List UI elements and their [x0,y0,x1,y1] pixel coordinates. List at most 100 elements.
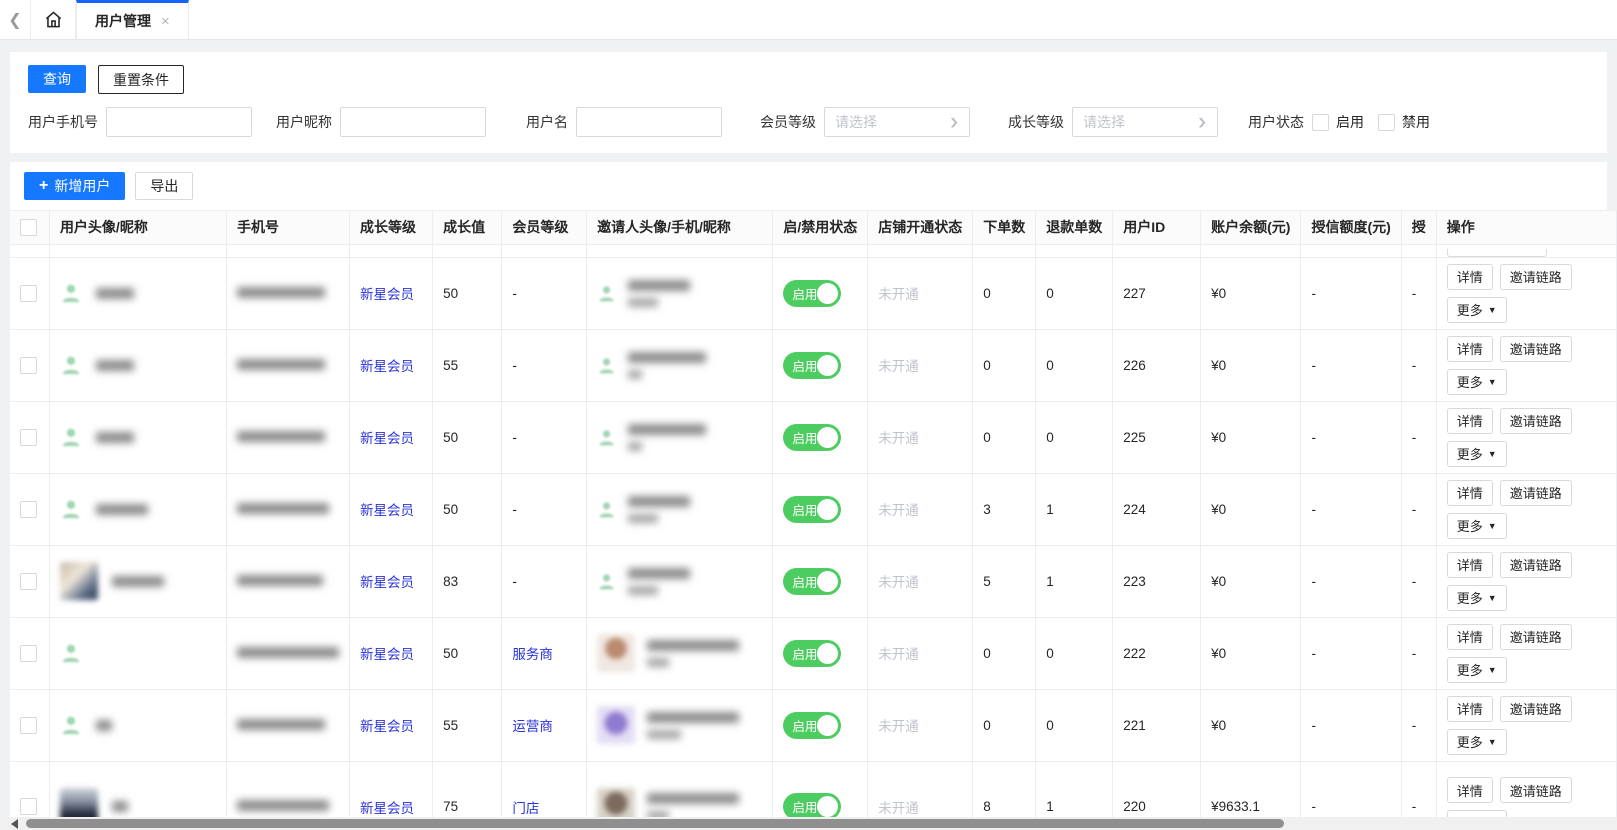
detail-button[interactable]: 详情 [1446,695,1493,722]
user-avatar-photo [59,562,98,600]
growth-level-link[interactable]: 新星会员 [359,287,414,302]
detail-button[interactable]: 详情 [1446,263,1493,290]
status-option-0[interactable]: 启用 [1312,112,1364,132]
growth-level-link[interactable]: 新星会员 [359,431,414,446]
more-button[interactable]: 更多 ▼ [1446,368,1507,395]
tabs-scroll-left-icon[interactable]: ❮ [8,11,22,29]
row-checkbox[interactable] [20,716,37,734]
detail-button[interactable]: 详情 [1446,551,1493,578]
growth-value-cell: 83 [432,545,503,618]
tab-user-management[interactable]: 用户管理 × [76,0,189,39]
enable-toggle[interactable]: 启用 [783,351,842,379]
default-user-avatar-icon [62,284,80,303]
export-button[interactable]: 导出 [135,172,194,200]
user-status-label: 用户状态 [1248,114,1304,130]
refunds-cell: 0 [1035,617,1114,690]
credit-cell: - [1300,401,1402,474]
scrollbar-thumb[interactable] [26,819,1284,828]
phone-input[interactable] [106,107,252,137]
orders-cell: 0 [972,689,1037,762]
filter-member-level: 会员等级 请选择 ❯ [760,107,970,137]
select-all-checkbox[interactable] [20,219,37,237]
default-user-avatar-icon [599,357,614,373]
row-checkbox[interactable] [20,798,37,815]
growth-level-link[interactable]: 新星会员 [359,575,414,590]
member-level-link[interactable]: 服务商 [512,647,553,662]
more-button[interactable]: 更多 ▼ [1446,728,1507,755]
row-checkbox[interactable] [20,500,37,518]
horizontal-scrollbar[interactable] [0,817,1617,830]
actions-cell: 详情邀请链路更多 ▼ [1435,257,1617,330]
row-checkbox[interactable] [20,284,37,302]
enable-toggle[interactable]: 启用 [783,711,842,739]
column-header: 下单数 [972,211,1037,245]
growth-level-select[interactable]: 请选择 ❯ [1072,107,1218,137]
actions-cell: 详情邀请链路更多 ▼ [1435,329,1617,402]
tab-home[interactable] [30,0,76,39]
invite-link-button[interactable]: 邀请链路 [1499,335,1572,362]
enable-toggle[interactable]: 启用 [783,567,842,595]
phone-cell [225,689,350,762]
row-checkbox[interactable] [20,356,37,374]
enable-toggle[interactable]: 启用 [783,423,842,451]
nickname-label: 用户昵称 [276,114,332,130]
redacted-text [236,574,323,586]
enable-toggle[interactable]: 启用 [783,495,842,523]
invite-link-button[interactable]: 邀请链路 [1499,623,1572,650]
toggle-knob [817,642,839,664]
member-level-cell: 运营商 [501,689,588,762]
invite-link-button[interactable]: 邀请链路 [1499,407,1572,434]
orders-cell: 5 [972,545,1037,618]
member-level-select[interactable]: 请选择 ❯ [824,107,970,137]
select-all-header[interactable] [10,211,50,245]
search-button[interactable]: 查询 [28,65,86,93]
growth-level-link[interactable]: 新星会员 [359,359,414,374]
toggle-label: 启用 [792,503,818,518]
redacted-text [628,369,643,379]
more-button[interactable]: 更多 ▼ [1446,512,1507,539]
home-icon [45,11,61,28]
nickname-input[interactable] [340,107,486,137]
phone-cell [225,617,350,690]
add-user-button[interactable]: + 新增用户 [24,172,126,200]
growth-level-link[interactable]: 新星会员 [359,503,414,518]
invite-link-button[interactable]: 邀请链路 [1499,695,1572,722]
enable-toggle[interactable]: 启用 [783,793,842,820]
checkbox[interactable] [1378,113,1395,131]
detail-button[interactable]: 详情 [1446,407,1493,434]
more-button[interactable]: 更多 ▼ [1446,584,1507,611]
inviter-cell [586,617,774,690]
member-level-link[interactable]: 门店 [512,800,540,816]
row-checkbox[interactable] [20,572,37,590]
more-button[interactable]: 更多 ▼ [1446,656,1507,683]
more-button[interactable]: 更多 ▼ [1446,440,1507,467]
status-option-1[interactable]: 禁用 [1378,112,1430,132]
row-checkbox[interactable] [20,428,37,446]
member-level-link[interactable]: 运营商 [512,719,553,734]
invite-link-button[interactable]: 邀请链路 [1499,479,1572,506]
invite-link-button[interactable]: 邀请链路 [1499,551,1572,578]
shop-status-cell: 未开通 [867,473,974,546]
enable-toggle[interactable]: 启用 [783,279,842,307]
detail-button[interactable]: 详情 [1446,623,1493,650]
growth-level-link[interactable]: 新星会员 [359,719,414,734]
row-checkbox[interactable] [20,644,37,662]
checkbox[interactable] [1312,113,1329,131]
growth-level-link[interactable]: 新星会员 [359,800,414,816]
tab-close-icon[interactable]: × [161,12,170,30]
avatar-nickname-cell [48,329,227,402]
detail-button[interactable]: 详情 [1446,777,1493,803]
enable-toggle[interactable]: 启用 [783,639,842,667]
more-button[interactable]: 更多 ▼ [1446,296,1507,323]
invite-link-button[interactable]: 邀请链路 [1499,263,1572,290]
detail-button[interactable]: 详情 [1446,335,1493,362]
actions-cell: 详情邀请链路更多 ▼ [1435,401,1617,474]
redacted-text [95,503,148,515]
invite-link-button[interactable]: 邀请链路 [1499,777,1572,803]
reset-button[interactable]: 重置条件 [98,65,184,94]
detail-button[interactable]: 详情 [1446,479,1493,506]
scroll-left-arrow-icon[interactable] [11,818,18,829]
growth-level-link[interactable]: 新星会员 [359,647,414,662]
username-input[interactable] [576,107,722,137]
clipped-column-cell: - [1400,689,1437,762]
